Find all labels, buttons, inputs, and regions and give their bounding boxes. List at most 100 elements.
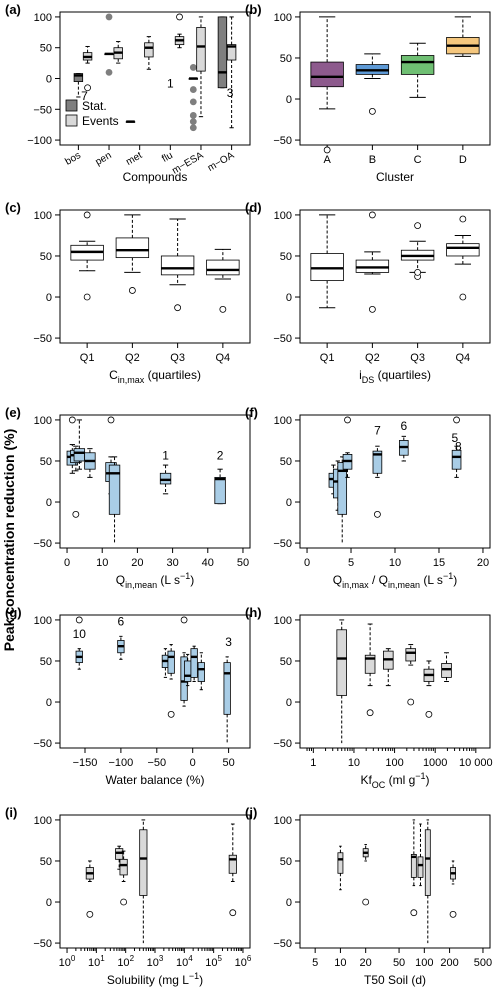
x-tick-label: A: [323, 154, 331, 166]
outlier-point: [83, 211, 91, 219]
annotation-label: 3: [225, 635, 232, 649]
panel-label: (d): [245, 200, 262, 215]
box-g: [161, 648, 170, 678]
x-axis-label: Cin,max (quartiles): [109, 368, 201, 385]
box-body: [115, 237, 150, 259]
y-axis-label: Peak concentration reduction (%): [1, 429, 17, 651]
x-tick-label: C: [414, 154, 422, 166]
panel-j: (j) −50 0 50 100 5 10 20 50 100 200 500 T50 Soil (d): [245, 805, 492, 987]
box-body: [417, 856, 424, 878]
outlier-point: [323, 146, 331, 154]
y-tick-label: 100: [274, 615, 292, 627]
box-body: [355, 259, 390, 273]
box-body: [184, 660, 192, 682]
box-body: [159, 472, 172, 485]
y-tick-label: 100: [34, 415, 52, 427]
x-tick-label: Q1: [80, 352, 95, 364]
x-tick-label: 10: [389, 557, 401, 569]
panel-f: (f) −50 0 50 100 0 5 10 15 20 Qin,max / Qin,mean (…: [245, 405, 491, 590]
x-tick-label: 106: [235, 954, 252, 969]
y-tick-label: 0: [46, 897, 52, 909]
y-tick-label: −50: [273, 938, 292, 950]
outlier-point: [229, 909, 237, 917]
box-i: [119, 850, 128, 906]
x-tick-label: Q1: [320, 352, 335, 364]
x-tick-label: Q2: [365, 352, 380, 364]
y-tick-label: 100: [34, 210, 52, 222]
plot-frame: [59, 209, 251, 344]
x-tick-label: bos: [63, 150, 82, 168]
box-b: [446, 16, 480, 57]
panel-label: (b): [245, 2, 262, 17]
box-body: [73, 448, 86, 462]
x-tick-label: 10: [348, 757, 360, 769]
outlier-point: [368, 211, 376, 219]
x-tick-label: 30: [166, 557, 178, 569]
box-body: [223, 662, 231, 715]
x-axis-label: KfOC (ml g−1): [360, 771, 429, 790]
x-axis-label: Water balance (%): [106, 773, 205, 787]
x-tick-label: Q3: [170, 352, 185, 364]
box-body: [190, 648, 198, 678]
x-axis-label: T50 Soil (d): [364, 973, 426, 987]
annotation-label: 5: [451, 431, 458, 445]
box-h: [423, 660, 435, 718]
box-body: [451, 449, 462, 470]
box-c: [70, 211, 104, 301]
annotation-label: 2: [217, 448, 224, 462]
panel-b: (b) −50 0 50 100 A B C D Cluster: [245, 2, 491, 184]
x-tick-label: 1: [310, 757, 316, 769]
x-tick-label: 104: [176, 954, 193, 969]
outlier-point: [374, 510, 381, 518]
y-tick-label: −50: [273, 333, 292, 345]
box-a: [217, 16, 228, 89]
x-tick-label: Q3: [410, 352, 425, 364]
box-body: [372, 450, 383, 474]
box-d: [400, 222, 435, 280]
annotation-label: 8: [455, 439, 462, 453]
panel-label: (h): [245, 605, 262, 620]
outlier-point: [107, 416, 115, 424]
y-tick-label: 100: [274, 12, 292, 24]
outlier-point: [83, 293, 91, 301]
box-body: [144, 42, 154, 58]
outlier-point: [449, 910, 457, 918]
box-f: [342, 416, 353, 478]
box-body: [310, 61, 344, 88]
panel-d: (d) −50 0 50 100 Q1 Q2 Q3 Q4 iDS (quartiles): [245, 200, 491, 385]
outlier-point: [459, 215, 467, 223]
panel-label: (g): [5, 605, 22, 620]
legend-swatch: [65, 114, 78, 127]
box-d: [310, 214, 344, 309]
box-body: [73, 73, 84, 82]
legend-label: Stat.: [82, 99, 107, 113]
box-j: [337, 845, 344, 891]
x-tick-label: 15: [433, 557, 445, 569]
outlier-point: [68, 416, 76, 424]
annotation-label: 1: [167, 77, 174, 91]
box-i: [85, 860, 94, 918]
x-tick-label: 103: [147, 954, 164, 969]
outlier-point: [86, 910, 94, 918]
box-c: [160, 218, 195, 312]
plot-frame: [299, 614, 491, 749]
box-a: [226, 16, 237, 129]
outlier-point: [189, 118, 197, 126]
panel-g: (g) −50 0 50 100 −150 −100 −50 0 50 Water balance …: [5, 605, 251, 787]
outlier-point: [414, 268, 422, 276]
y-tick-label: −50: [273, 738, 292, 750]
x-tick-label: 50: [222, 757, 234, 769]
box-b: [400, 42, 435, 98]
x-tick-label: 50: [393, 957, 405, 969]
box-e: [214, 468, 226, 505]
box-body: [405, 648, 417, 662]
box-body: [410, 854, 417, 878]
outlier-point: [425, 710, 433, 718]
outlier-point: [105, 68, 113, 76]
box-a: [196, 16, 206, 118]
box-a: [73, 73, 84, 98]
box-body: [424, 829, 431, 896]
y-tick-label: 50: [280, 53, 292, 65]
outlier-point: [84, 84, 91, 92]
y-tick-label: 0: [286, 897, 292, 909]
